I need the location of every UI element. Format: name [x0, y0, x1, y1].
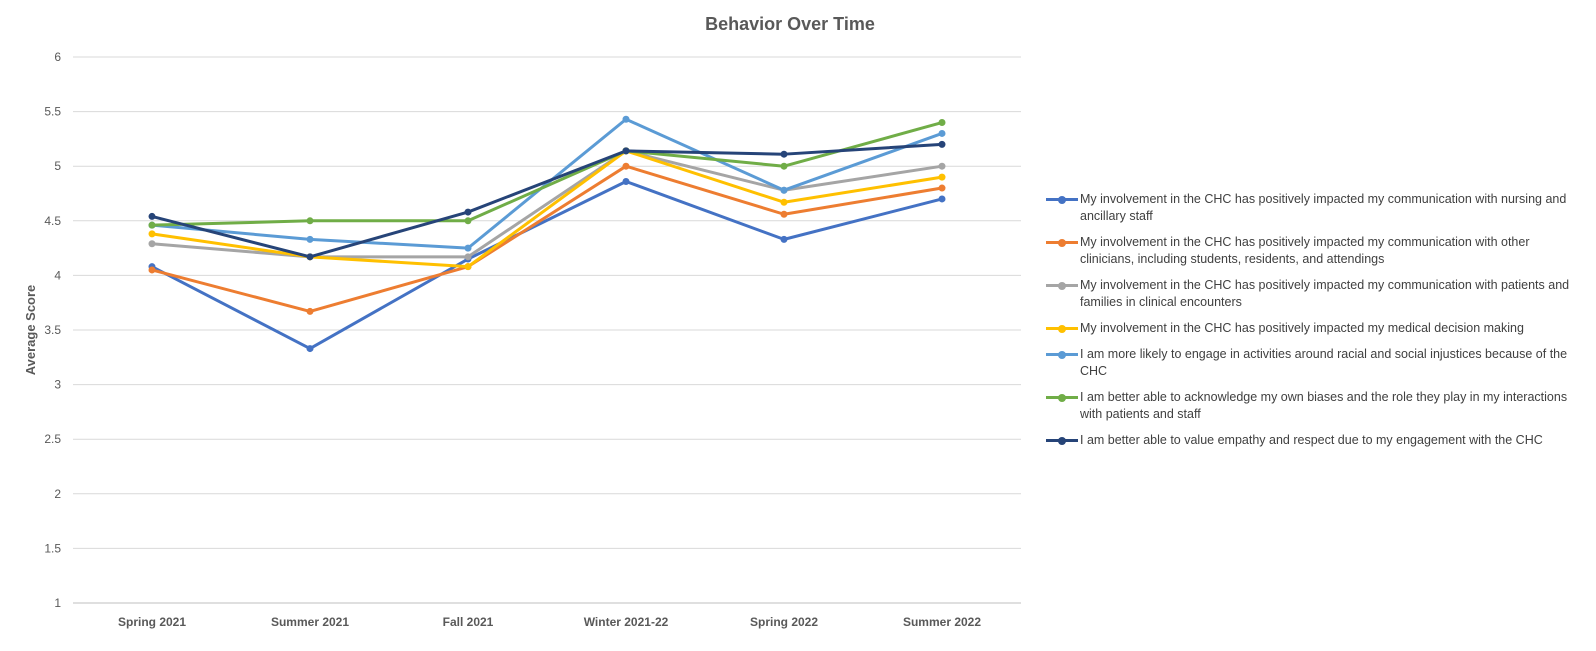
data-point — [780, 210, 788, 218]
data-point — [148, 212, 156, 220]
data-point — [780, 150, 788, 158]
data-point — [938, 140, 946, 148]
data-point — [464, 263, 472, 271]
x-tick-label: Winter 2021-22 — [584, 615, 669, 629]
legend-item: My involvement in the CHC has positively… — [1046, 320, 1586, 337]
x-tick-label: Summer 2021 — [271, 615, 349, 629]
legend-label: My involvement in the CHC has positively… — [1080, 321, 1524, 335]
series-line — [150, 117, 944, 250]
series-line — [150, 149, 944, 259]
x-axis-ticks: Spring 2021 Summer 2021 Fall 2021 Winter 20… — [118, 615, 981, 629]
series-7 — [148, 140, 946, 261]
data-point — [938, 129, 946, 137]
series-1 — [148, 177, 946, 353]
y-axis-ticks: 1 1.5 2 2.5 3 3.5 4 4.5 5 5.5 6 — [44, 50, 61, 610]
legend-swatch — [1046, 393, 1078, 402]
series-line — [150, 142, 944, 259]
legend-swatch — [1046, 238, 1078, 247]
y-tick-label: 4.5 — [44, 214, 61, 228]
data-point — [938, 162, 946, 170]
chart-title: Behavior Over Time — [705, 14, 875, 34]
legend-item: My involvement in the CHC has positively… — [1046, 234, 1586, 268]
data-point — [464, 208, 472, 216]
series-5 — [148, 115, 946, 252]
data-point — [780, 235, 788, 243]
series-line — [150, 149, 944, 269]
y-tick-label: 1 — [54, 596, 61, 610]
x-tick-label: Spring 2022 — [750, 615, 818, 629]
x-tick-label: Summer 2022 — [903, 615, 981, 629]
data-point — [622, 177, 630, 185]
legend-label: My involvement in the CHC has positively… — [1080, 235, 1530, 266]
data-point — [938, 119, 946, 127]
series-lines — [148, 115, 946, 353]
legend: My involvement in the CHC has positively… — [1046, 191, 1586, 458]
data-point — [464, 217, 472, 225]
series-line — [150, 121, 944, 227]
y-tick-label: 5 — [54, 159, 61, 173]
data-point — [306, 253, 314, 261]
legend-item: My involvement in the CHC has positively… — [1046, 277, 1586, 311]
series-line — [150, 179, 944, 351]
legend-swatch — [1046, 195, 1078, 204]
x-tick-label: Spring 2021 — [118, 615, 186, 629]
y-tick-label: 5.5 — [44, 105, 61, 119]
legend-label: I am better able to value empathy and re… — [1080, 433, 1543, 447]
legend-label: I am more likely to engage in activities… — [1080, 347, 1568, 378]
y-tick-label: 3 — [54, 378, 61, 392]
data-point — [622, 162, 630, 170]
data-point — [780, 198, 788, 206]
legend-item: My involvement in the CHC has positively… — [1046, 191, 1586, 225]
data-point — [938, 195, 946, 203]
data-point — [306, 307, 314, 315]
data-point — [148, 230, 156, 238]
y-tick-label: 1.5 — [44, 541, 61, 555]
legend-swatch — [1046, 350, 1078, 359]
data-point — [148, 266, 156, 274]
data-point — [464, 253, 472, 261]
data-point — [306, 217, 314, 225]
data-point — [306, 235, 314, 243]
data-point — [464, 244, 472, 252]
legend-item: I am more likely to engage in activities… — [1046, 346, 1586, 380]
legend-label: My involvement in the CHC has positively… — [1080, 192, 1567, 223]
series-3 — [148, 147, 946, 261]
y-tick-label: 6 — [54, 50, 61, 64]
legend-swatch — [1046, 436, 1078, 445]
data-point — [622, 115, 630, 123]
series-6 — [148, 119, 946, 229]
legend-item: I am better able to acknowledge my own b… — [1046, 389, 1586, 423]
data-point — [306, 345, 314, 353]
data-point — [938, 173, 946, 181]
y-tick-label: 4 — [54, 268, 61, 282]
data-point — [148, 221, 156, 229]
legend-swatch — [1046, 281, 1078, 290]
y-axis-label: Average Score — [23, 285, 38, 376]
x-tick-label: Fall 2021 — [443, 615, 494, 629]
data-point — [780, 186, 788, 194]
data-point — [148, 240, 156, 248]
y-tick-label: 2 — [54, 487, 61, 501]
legend-label: I am better able to acknowledge my own b… — [1080, 390, 1568, 421]
data-point — [622, 147, 630, 155]
gridlines — [73, 56, 1021, 604]
y-tick-label: 3.5 — [44, 323, 61, 337]
legend-swatch — [1046, 324, 1078, 333]
legend-label: My involvement in the CHC has positively… — [1080, 278, 1570, 309]
legend-item: I am better able to value empathy and re… — [1046, 432, 1586, 449]
y-tick-label: 2.5 — [44, 432, 61, 446]
series-line — [150, 164, 944, 313]
data-point — [938, 184, 946, 192]
data-point — [780, 162, 788, 170]
